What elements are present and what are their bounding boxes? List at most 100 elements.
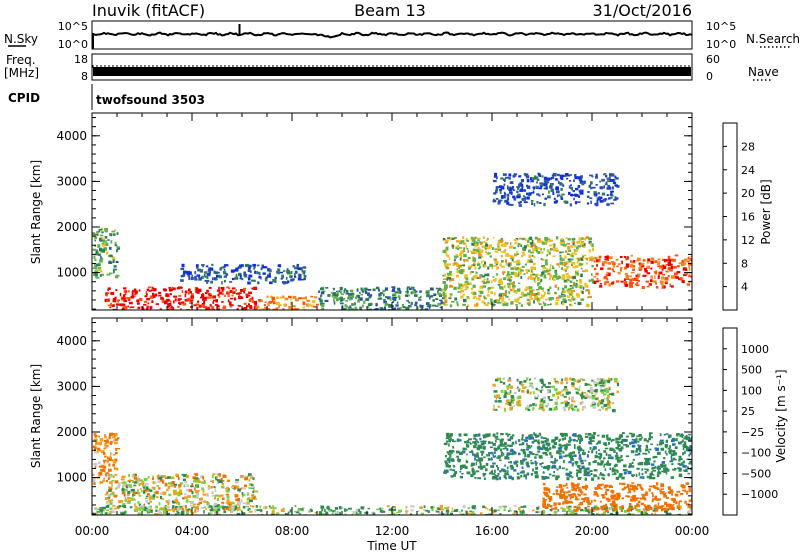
heatmap-cell (610, 489, 614, 492)
heatmap-cell (444, 241, 448, 244)
heatmap-cell (673, 500, 676, 504)
heatmap-cell (623, 438, 628, 442)
heatmap-cell (194, 477, 199, 480)
heatmap-cell (302, 306, 305, 309)
heatmap-cell (540, 440, 545, 444)
heatmap-cell (252, 263, 257, 267)
heatmap-cell (549, 183, 554, 186)
heatmap-cell (635, 274, 638, 277)
heatmap-cell (600, 389, 604, 393)
heatmap-cell (503, 508, 506, 511)
heatmap-cell (563, 495, 565, 499)
heatmap-cell (655, 286, 658, 288)
heatmap-cell (564, 448, 568, 451)
heatmap-cell (191, 511, 195, 514)
heatmap-cell (214, 304, 218, 306)
heatmap-cell (610, 190, 614, 193)
heatmap-cell (122, 483, 126, 487)
heatmap-cell (141, 505, 146, 508)
heatmap-cell (479, 249, 484, 253)
heatmap-cell (643, 511, 646, 515)
heatmap-cell (631, 497, 635, 499)
heatmap-cell (123, 493, 126, 497)
heatmap-cell (243, 271, 247, 275)
heatmap-cell (685, 503, 690, 506)
heatmap-cell (535, 185, 538, 188)
heatmap-cell (210, 267, 214, 271)
heatmap-cell (369, 294, 372, 298)
heatmap-cell (98, 435, 100, 438)
heatmap-cell (183, 473, 187, 478)
heatmap-cell (98, 461, 101, 465)
heatmap-cell (488, 458, 492, 461)
heatmap-cell (548, 251, 551, 255)
heatmap-cell (539, 240, 543, 243)
heatmap-cell (594, 487, 598, 489)
heatmap-cell (138, 491, 141, 495)
heatmap-cell (536, 178, 540, 182)
heatmap-cell (663, 470, 667, 473)
heatmap-cell (147, 476, 150, 479)
heatmap-cell (112, 475, 115, 478)
heatmap-cell (650, 463, 655, 466)
heatmap-cell (277, 268, 281, 272)
heatmap-cell (628, 487, 631, 491)
heatmap-cell (508, 276, 511, 280)
heatmap-cell (255, 307, 258, 310)
heatmap-cell (186, 298, 191, 301)
heatmap-cell (220, 266, 225, 269)
heatmap-cell (546, 249, 550, 253)
heatmap-cell (509, 242, 512, 245)
heatmap-cell (594, 454, 598, 459)
heatmap-cell (478, 445, 483, 449)
heatmap-cell (596, 456, 600, 458)
heatmap-cell (272, 279, 277, 283)
heatmap-cell (408, 288, 412, 290)
heatmap-cell (677, 513, 682, 515)
heatmap-cell (562, 508, 566, 512)
heatmap-cell (520, 383, 522, 386)
heatmap-cell (265, 276, 268, 280)
heatmap-cell (102, 452, 106, 455)
heatmap-cell (139, 505, 143, 508)
heatmap-cell (496, 267, 499, 270)
heatmap-cell (603, 442, 607, 445)
heatmap-cell (441, 513, 444, 515)
heatmap-cell (519, 271, 522, 275)
heatmap-cell (601, 263, 605, 267)
heatmap-cell (541, 477, 546, 480)
heatmap-cell (262, 266, 266, 269)
heatmap-cell (588, 237, 593, 241)
heatmap-cell (665, 433, 669, 435)
heatmap-cell (529, 384, 534, 387)
heatmap-cell (237, 507, 241, 511)
heatmap-cell (251, 299, 254, 303)
heatmap-cell (576, 487, 581, 489)
heatmap-cell (430, 506, 434, 509)
heatmap-cell (547, 448, 550, 452)
heatmap-cell (216, 274, 220, 278)
heatmap-cell (565, 502, 569, 505)
heatmap-cell (645, 492, 648, 496)
heatmap-cell (664, 443, 669, 448)
heatmap-cell (452, 464, 455, 467)
heatmap-cell (529, 290, 532, 293)
heatmap-cell (561, 292, 563, 295)
heatmap-cell (412, 287, 415, 291)
heatmap-cell (146, 305, 149, 309)
heatmap-cell (611, 402, 615, 404)
heatmap-cell (418, 299, 422, 301)
heatmap-cell (513, 290, 517, 293)
heatmap-cell (521, 183, 524, 187)
heatmap-cell (163, 508, 166, 511)
heatmap-cell (475, 470, 480, 473)
heatmap-cell (463, 259, 466, 263)
heatmap-cell (555, 296, 560, 299)
heatmap-cell (577, 434, 581, 438)
heatmap-cell (172, 476, 174, 479)
heatmap-cell (630, 254, 633, 257)
heatmap-cell (435, 305, 439, 307)
heatmap-cell (136, 299, 140, 303)
heatmap-cell (530, 436, 534, 440)
heatmap-cell (517, 388, 521, 391)
